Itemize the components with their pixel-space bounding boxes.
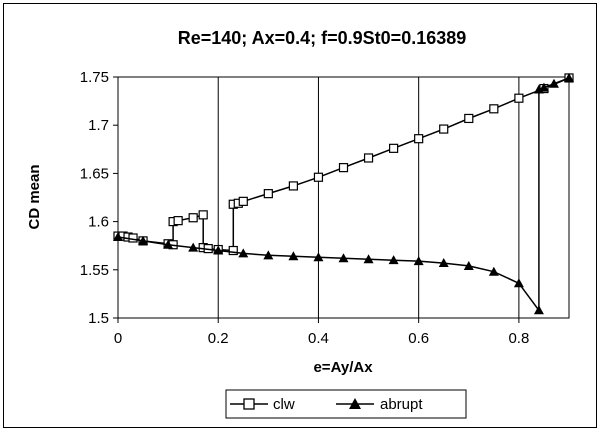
data-point-clw [188,213,198,223]
legend-clw-label: clw [273,396,295,413]
data-point-clw [313,172,324,182]
y-axis-label: CD mean [26,164,43,229]
data-point-abrupt [438,258,449,268]
data-point-abrupt [113,232,123,242]
chart-title: Re=140; Ax=0.4; f=0.9St0=0.16389 [178,28,467,48]
data-point-abrupt [533,305,544,315]
data-point-abrupt [138,235,149,245]
series-layer [113,72,574,315]
data-point-clw [173,216,183,226]
data-point-abrupt [488,266,499,276]
y-tick-label: 1.65 [80,165,109,182]
series-line-abrupt [117,77,570,313]
grid-lines [217,77,520,318]
y-tick-label: 1.55 [80,262,109,279]
data-point-clw [128,233,138,243]
data-point-clw [263,189,273,199]
data-point-clw [363,153,374,163]
data-point-clw [338,163,349,173]
data-point-clw [439,124,449,134]
data-point-abrupt [513,278,524,288]
data-point-abrupt [313,252,324,262]
x-tick-label: 0.2 [208,330,229,347]
data-point-abrupt [548,78,559,88]
x-tick-label: 0 [114,330,122,347]
x-tick-label: 0.4 [308,330,329,347]
data-point-clw [489,104,499,114]
legend-clw-marker [243,398,255,410]
data-point-clw [288,181,298,191]
data-point-clw [514,93,524,103]
axis-ticks: 0 0.2 0.4 0.6 0.8 1.5 1.55 1.6 1.65 1.7 1.75 [80,69,530,347]
x-tick-label: 0.8 [508,330,529,347]
chart-frame [3,3,597,428]
x-tick-label: 0.6 [408,330,429,347]
data-point-clw [464,113,474,124]
data-point-clw [389,143,399,153]
plot-area [117,76,570,319]
y-tick-label: 1.7 [88,117,109,134]
y-tick-label: 1.6 [88,214,109,231]
data-point-abrupt [564,72,574,82]
y-tick-label: 1.5 [88,310,109,327]
data-point-abrupt [388,255,399,265]
data-point-abrupt [338,253,349,263]
data-point-abrupt [288,251,299,261]
legend-abrupt-label: abrupt [380,396,423,413]
data-point-abrupt [363,254,374,264]
data-point-abrupt [463,260,474,270]
y-tick-label: 1.75 [80,69,109,86]
legend-abrupt-marker [349,398,361,409]
data-point-clw [198,210,208,220]
data-point-clw [238,196,248,206]
legend: clw abrupt [225,389,467,419]
x-axis-label: e=Ay/Ax [313,359,373,376]
data-point-abrupt [263,250,274,260]
data-point-clw [414,134,424,144]
data-point-abrupt [188,242,199,252]
data-point-clw [228,245,238,256]
data-point-abrupt [213,245,224,255]
data-point-abrupt [163,239,174,249]
data-point-abrupt [238,248,249,258]
data-point-abrupt [538,82,549,92]
data-point-abrupt [413,256,424,266]
